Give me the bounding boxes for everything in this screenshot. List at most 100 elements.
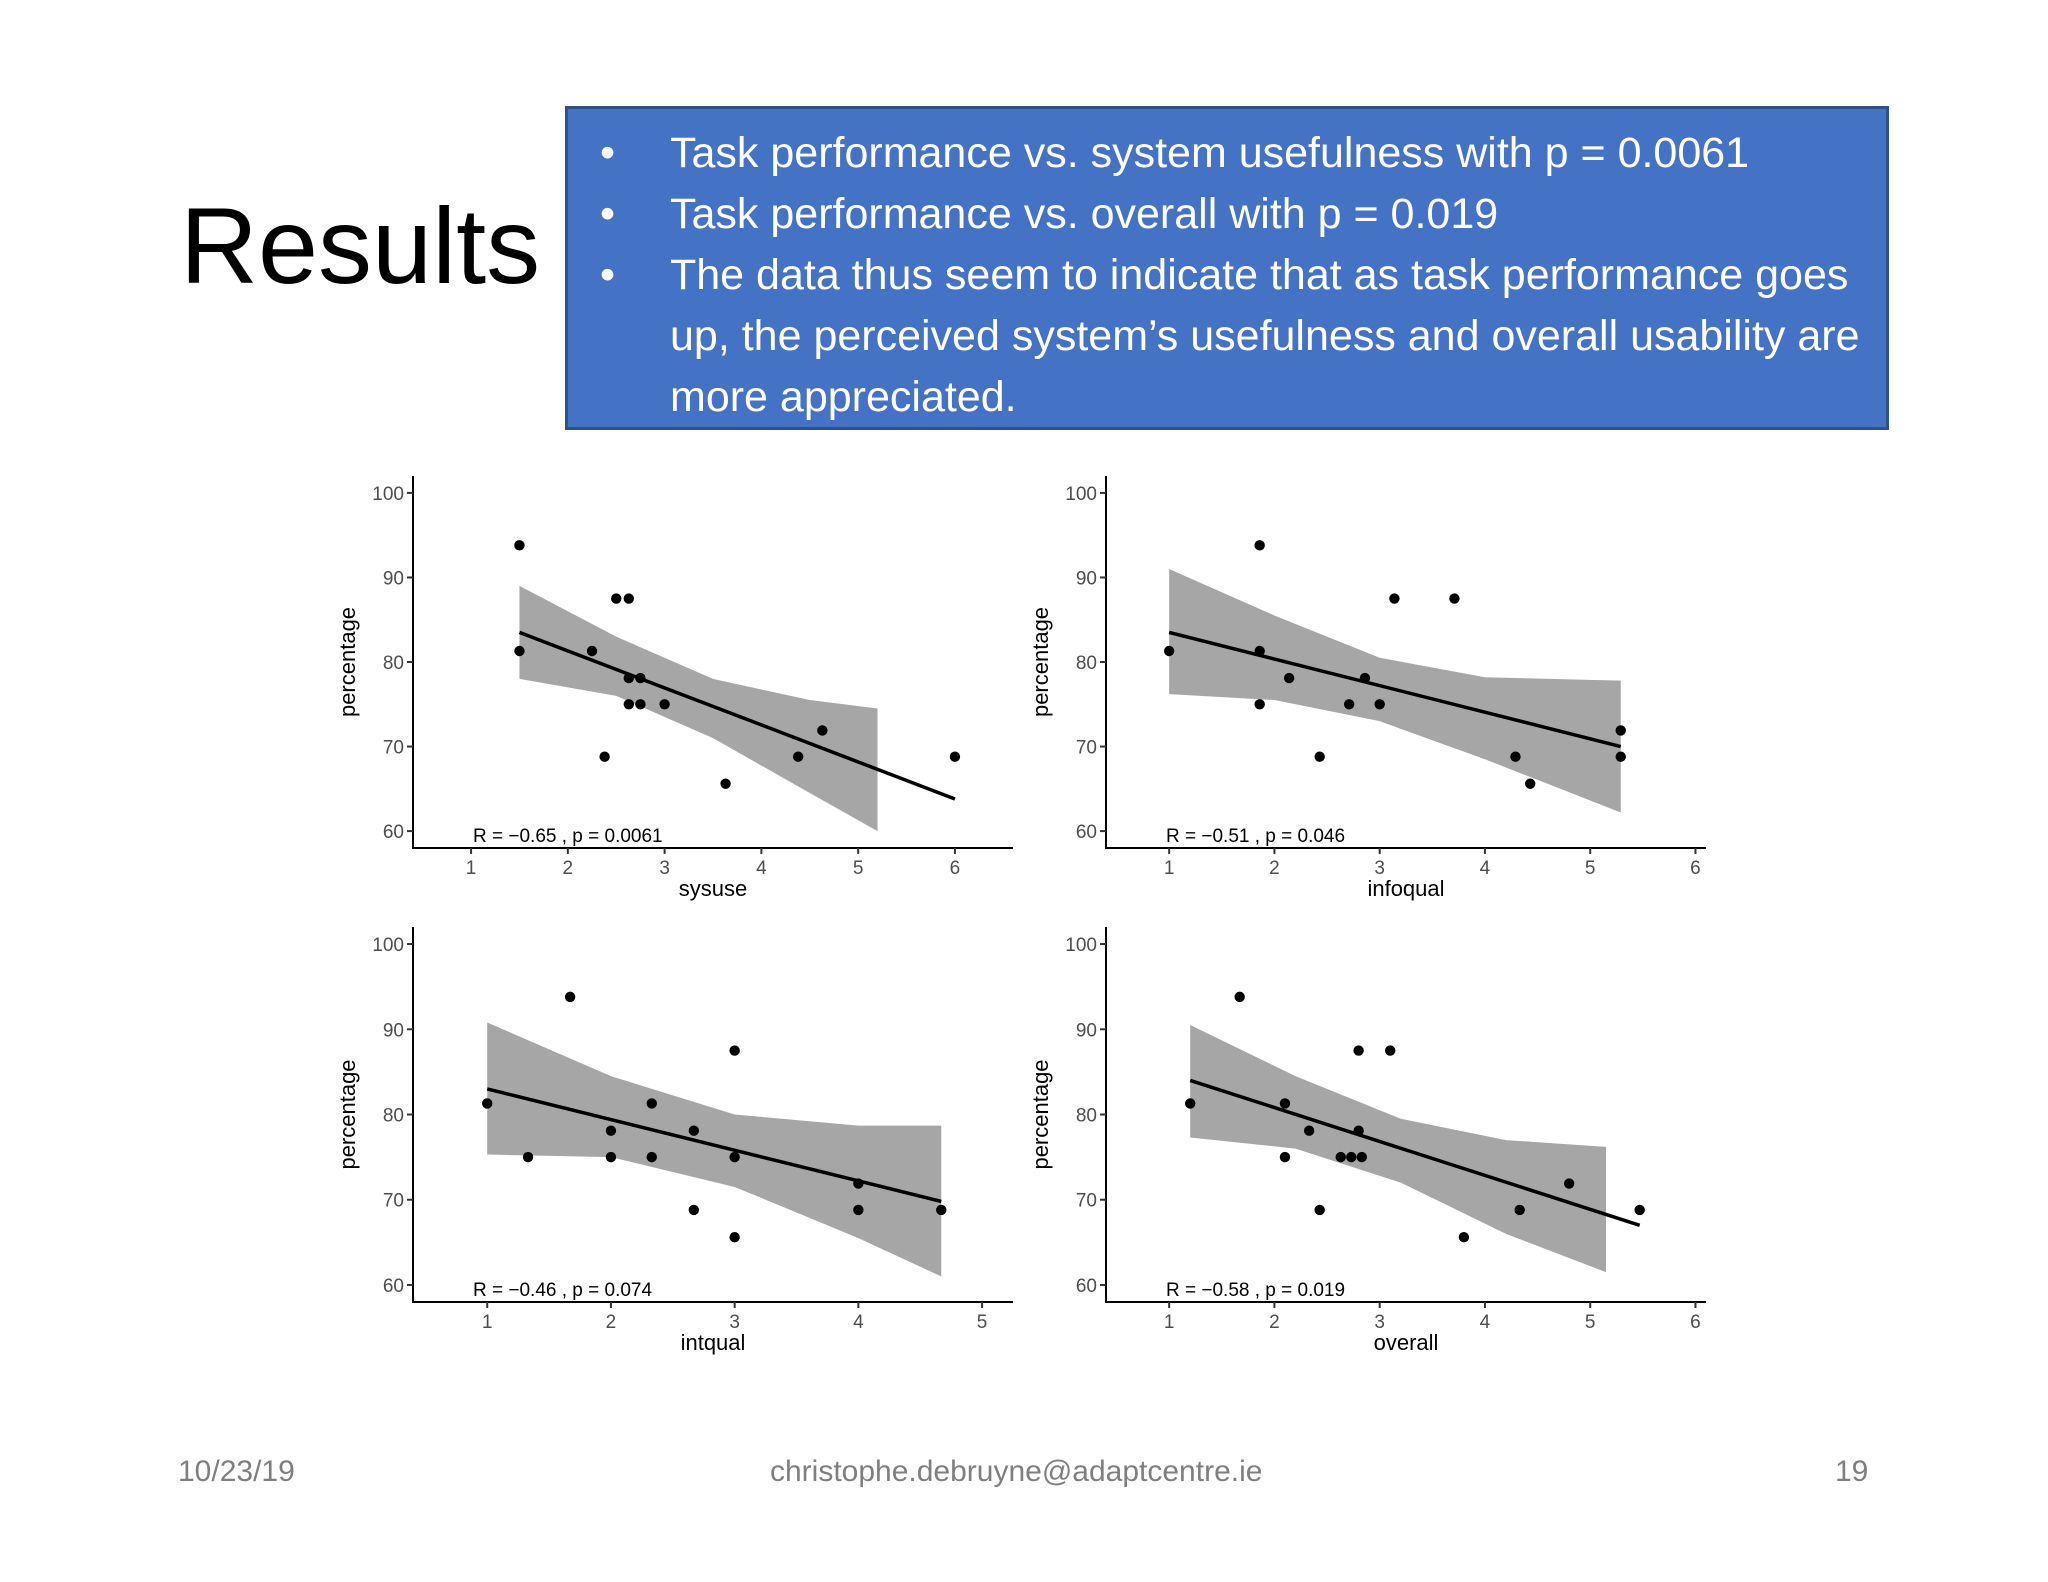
scatter-panel-sysuse: 60 70 80 90 100 1 2 3 4 5 6 sysuse percentage R = −0.… bbox=[335, 476, 1013, 901]
correlation-label: R = −0.46 , p = 0.074 bbox=[473, 1280, 652, 1301]
data-point bbox=[1254, 540, 1265, 551]
regression-line bbox=[486, 1087, 942, 1204]
y-tick-label: 60 bbox=[1076, 1276, 1097, 1297]
y-tick-label: 70 bbox=[383, 738, 404, 759]
data-point bbox=[522, 1151, 534, 1163]
x-tick-label: 3 bbox=[729, 1312, 740, 1333]
x-tick-label: 4 bbox=[756, 858, 767, 879]
y-tick-label: 80 bbox=[1076, 653, 1097, 674]
data-point bbox=[1185, 1098, 1196, 1109]
x-axis-label: overall bbox=[1374, 1330, 1439, 1355]
bullet-text: Task performance vs. system usefulness w… bbox=[670, 129, 1750, 177]
y-tick-label: 60 bbox=[383, 1276, 404, 1297]
x-tick-label: 5 bbox=[1585, 1312, 1596, 1333]
y-tick-label: 90 bbox=[1076, 568, 1097, 589]
data-point bbox=[1449, 593, 1460, 604]
data-point bbox=[635, 699, 646, 710]
data-point bbox=[1525, 778, 1536, 789]
x-tick-label: 2 bbox=[1269, 858, 1280, 879]
bullet-item: • Task performance vs. system usefulness… bbox=[588, 123, 1866, 184]
data-point bbox=[853, 1204, 864, 1216]
y-axis-label: percentage bbox=[1028, 1059, 1053, 1169]
data-point bbox=[688, 1204, 700, 1216]
y-tick-label: 90 bbox=[383, 1020, 404, 1041]
data-point bbox=[1314, 751, 1325, 762]
data-point bbox=[564, 991, 576, 1003]
data-point bbox=[729, 1151, 740, 1163]
x-axis-label: intqual bbox=[681, 1330, 746, 1355]
x-tick-label: 2 bbox=[606, 1312, 617, 1333]
y-tick-label: 80 bbox=[1076, 1106, 1097, 1127]
correlation-label: R = −0.51 , p = 0.046 bbox=[1166, 826, 1345, 847]
data-point bbox=[623, 672, 635, 684]
x-tick-label: 6 bbox=[950, 858, 961, 879]
y-tick-label: 100 bbox=[372, 935, 404, 956]
y-tick-label: 100 bbox=[1065, 935, 1097, 956]
data-point bbox=[1283, 672, 1295, 684]
data-point bbox=[1335, 1151, 1346, 1163]
x-tick-label: 1 bbox=[482, 1312, 493, 1333]
x-tick-label: 5 bbox=[853, 858, 864, 879]
data-point bbox=[605, 1125, 617, 1136]
data-point bbox=[1385, 1045, 1396, 1056]
data-point bbox=[1303, 1125, 1315, 1136]
y-tick-label: 80 bbox=[383, 653, 404, 674]
regression-line bbox=[1189, 1078, 1641, 1227]
scatter-panel-infoqual: 60 70 80 90 100 1 2 3 4 5 6 infoqual percentage R = −… bbox=[1028, 476, 1706, 901]
data-point bbox=[1279, 1098, 1291, 1109]
data-point bbox=[1389, 593, 1400, 604]
footer-email: christophe.debruyne@adaptcentre.ie bbox=[770, 1455, 1263, 1488]
x-tick-label: 5 bbox=[1585, 858, 1596, 879]
y-tick-label: 100 bbox=[1065, 484, 1097, 505]
data-point bbox=[646, 1098, 657, 1109]
footer-date: 10/23/19 bbox=[178, 1455, 295, 1488]
y-tick-label: 90 bbox=[1076, 1020, 1097, 1041]
data-point bbox=[1163, 645, 1175, 657]
confidence-band bbox=[519, 585, 878, 832]
y-tick-label: 60 bbox=[1076, 822, 1097, 843]
data-point bbox=[1374, 699, 1385, 710]
scatter-panel-overall: 60 70 80 90 100 1 2 3 4 5 6 overall percentage R = −0… bbox=[1028, 927, 1706, 1355]
x-tick-label: 3 bbox=[1374, 858, 1385, 879]
y-axis-label: percentage bbox=[335, 1059, 360, 1169]
data-point bbox=[482, 1098, 493, 1109]
bullet-text: The data thus seem to indicate that as t… bbox=[670, 251, 1860, 421]
data-point bbox=[792, 751, 804, 762]
y-tick-label: 80 bbox=[383, 1106, 404, 1127]
y-tick-label: 70 bbox=[383, 1191, 404, 1212]
data-point bbox=[1343, 699, 1355, 710]
regression-line bbox=[518, 630, 956, 801]
data-point bbox=[623, 593, 635, 604]
x-tick-label: 4 bbox=[1480, 1312, 1491, 1333]
data-point bbox=[1356, 1151, 1367, 1163]
data-point bbox=[1615, 725, 1626, 736]
y-tick-label: 100 bbox=[372, 484, 404, 505]
y-tick-label: 90 bbox=[383, 568, 404, 589]
data-point bbox=[514, 645, 525, 657]
data-point bbox=[817, 725, 828, 736]
confidence-band bbox=[487, 1022, 942, 1277]
y-tick-label: 60 bbox=[383, 822, 404, 843]
data-point bbox=[853, 1178, 864, 1189]
regression-line bbox=[1168, 630, 1622, 749]
x-tick-label: 5 bbox=[977, 1312, 988, 1333]
slide-title: Results bbox=[180, 185, 541, 306]
x-tick-label: 6 bbox=[1690, 858, 1701, 879]
y-tick-label: 70 bbox=[1076, 738, 1097, 759]
bullet-dot-icon: • bbox=[600, 190, 616, 238]
data-point bbox=[1346, 1151, 1357, 1163]
data-point bbox=[1510, 751, 1521, 762]
data-point bbox=[586, 645, 598, 657]
data-point bbox=[1563, 1178, 1575, 1189]
x-tick-label: 6 bbox=[1690, 1312, 1701, 1333]
data-point bbox=[1353, 1125, 1364, 1136]
x-tick-label: 4 bbox=[1480, 858, 1491, 879]
data-point bbox=[729, 1045, 740, 1056]
x-tick-label: 3 bbox=[1374, 1312, 1385, 1333]
data-point bbox=[1254, 645, 1265, 657]
bullet-item: • The data thus seem to indicate that as… bbox=[588, 245, 1866, 428]
x-axis-label: sysuse bbox=[679, 876, 747, 901]
correlation-label: R = −0.58 , p = 0.019 bbox=[1166, 1280, 1345, 1301]
bullet-dot-icon: • bbox=[600, 129, 616, 177]
data-point bbox=[1279, 1151, 1291, 1163]
